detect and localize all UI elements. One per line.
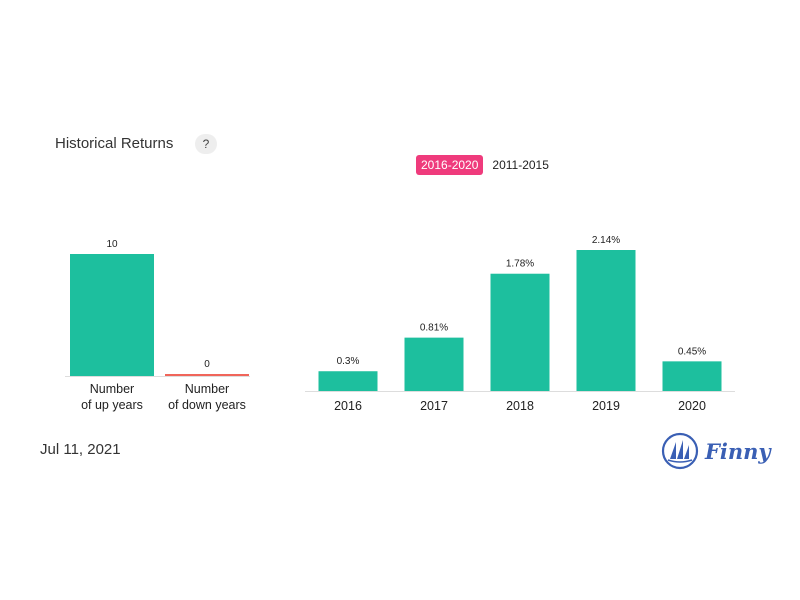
- x-tick-label: 2019: [592, 399, 620, 413]
- chart-title: Historical Returns: [55, 135, 174, 152]
- yearly-returns-chart: 0.3% 2016 0.81% 2017 1.78% 2018 2.14% 2019 0.45%…: [305, 235, 735, 413]
- data-label: 0.45%: [678, 346, 706, 357]
- data-label: 10: [106, 239, 118, 250]
- period-tabs: 2016-2020 2011-2015: [416, 155, 554, 175]
- data-label: 0: [204, 359, 210, 370]
- data-label: 2.14%: [592, 235, 620, 246]
- x-tick-label: Number: [185, 382, 229, 396]
- bar: [404, 337, 464, 391]
- x-tick-label: 2020: [678, 399, 706, 413]
- finny-logo: Finny: [661, 432, 771, 470]
- tab-2011-2015[interactable]: 2011-2015: [492, 158, 549, 172]
- x-tick-label: 2016: [334, 399, 362, 413]
- x-tick-label: of down years: [168, 398, 246, 412]
- bar: [662, 361, 722, 391]
- data-label: 0.3%: [337, 356, 360, 367]
- data-label: 0.81%: [420, 323, 448, 334]
- x-tick-label: 2018: [506, 399, 534, 413]
- up-down-years-chart: 10 Number of up years 0 Number of down years: [65, 239, 250, 412]
- brand-name: Finny: [705, 438, 771, 464]
- bar: [70, 254, 154, 376]
- x-tick-label: 2017: [420, 399, 448, 413]
- report-date: Jul 11, 2021: [40, 441, 121, 458]
- sailboat-icon: [661, 432, 699, 470]
- tab-2016-2020[interactable]: 2016-2020: [416, 155, 484, 175]
- help-button[interactable]: ?: [195, 134, 217, 154]
- bar: [165, 374, 249, 376]
- x-tick-label: of up years: [81, 398, 143, 412]
- x-tick-label: Number: [90, 382, 134, 396]
- bar: [490, 273, 550, 391]
- bar: [318, 371, 378, 391]
- data-label: 1.78%: [506, 259, 534, 270]
- bar: [576, 250, 636, 391]
